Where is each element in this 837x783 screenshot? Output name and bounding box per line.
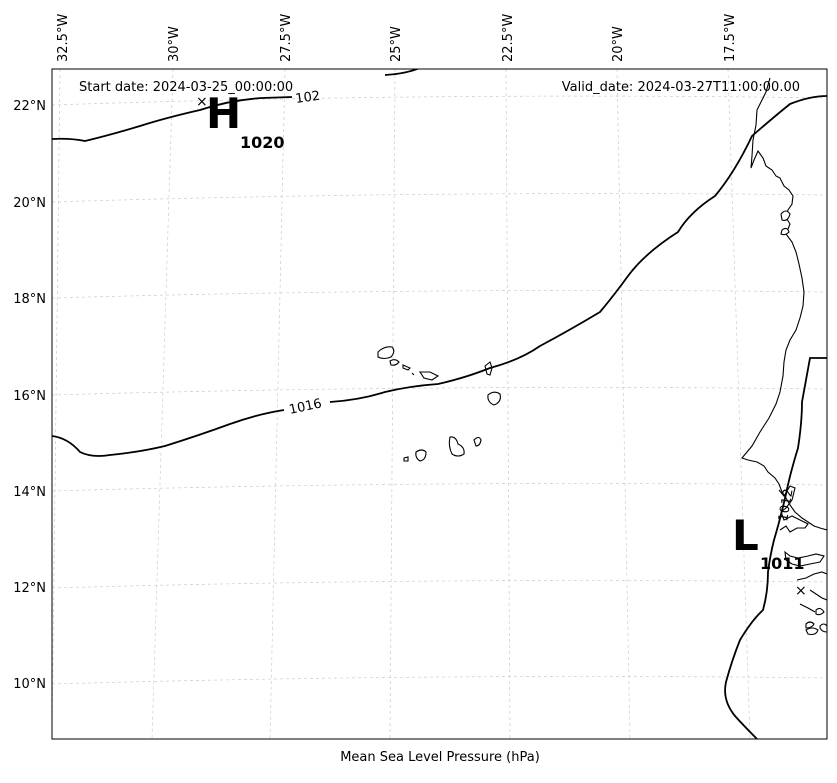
canary-island-a <box>780 210 791 221</box>
lon-label-20w: 20°W <box>611 26 626 62</box>
canary-island-b <box>780 227 790 236</box>
cape-verde-brava <box>403 456 409 462</box>
lat-label-12n: 12°N <box>13 581 46 596</box>
bijagos-island-c <box>805 627 819 636</box>
lon-label-25w: 25°W <box>389 26 404 62</box>
lon-label-27-5w: 27.5°W <box>279 14 294 62</box>
low-letter: L <box>732 511 759 560</box>
valid-date-label: Valid_date: 2024-03-27T11:00:00.00 <box>562 80 800 95</box>
cape-verde-fogo <box>415 449 427 462</box>
low-pressure-center: L 1011 × <box>732 511 807 599</box>
high-center-marker-icon: × <box>196 94 208 110</box>
bijagos-island-a <box>805 621 815 629</box>
bijagos-island-d <box>819 623 827 633</box>
lat-label-18n: 18°N <box>13 292 46 307</box>
cape-verde-maio <box>473 436 482 447</box>
longitude-labels: 32.5°W 30°W 27.5°W 25°W 22.5°W 20°W 17.5… <box>56 14 738 62</box>
cape-verde-santiago <box>448 436 465 457</box>
graticule <box>52 69 827 739</box>
lon-label-32-5w: 32.5°W <box>56 14 71 62</box>
cape-verde-santo-antao <box>377 346 395 360</box>
bijagos-island-b <box>815 607 825 616</box>
map-caption: Mean Sea Level Pressure (hPa) <box>340 750 540 765</box>
isobar-1012-coastal <box>724 357 827 739</box>
cape-verde-sao-nicolau <box>402 364 411 371</box>
cape-verde-sao-vicente <box>389 359 400 366</box>
start-date-label: Start date: 2024-03-25_00:00:00 <box>79 80 293 95</box>
isobar-1016 <box>52 95 827 457</box>
lat-label-20n: 20°N <box>13 196 46 211</box>
contour-label-1020: 102 <box>294 89 321 107</box>
cape-verde-boavista-reef <box>418 371 440 381</box>
lat-label-22n: 22°N <box>13 99 46 114</box>
low-value: 1011 <box>760 554 805 573</box>
coastline-guinea <box>796 571 827 613</box>
map-frame <box>51 68 828 740</box>
cape-verde-boa-vista <box>487 391 501 406</box>
high-letter: H <box>206 89 241 138</box>
contour-label-1012: 1012 <box>776 487 797 522</box>
high-value: 1020 <box>240 133 285 152</box>
cape-verde-islet <box>411 372 415 376</box>
lat-label-14n: 14°N <box>13 485 46 500</box>
high-pressure-center: × H 1020 <box>196 89 285 152</box>
lat-label-10n: 10°N <box>13 677 46 692</box>
lat-label-16n: 16°N <box>13 389 46 404</box>
isobar-top-arc <box>384 69 420 76</box>
lon-label-22-5w: 22.5°W <box>501 14 516 62</box>
contour-label-1016: 1016 <box>288 396 323 418</box>
lon-label-30w: 30°W <box>167 26 182 62</box>
coastline-senegal <box>778 485 809 533</box>
low-center-marker-icon: × <box>795 583 807 599</box>
lon-label-17-5w: 17.5°W <box>723 14 738 62</box>
latitude-labels: 22°N 20°N 18°N 16°N 14°N 12°N 10°N <box>13 99 46 692</box>
african-coastline <box>741 77 827 531</box>
isobar-1020 <box>52 96 293 142</box>
coastline-guinea-bissau <box>784 550 825 567</box>
